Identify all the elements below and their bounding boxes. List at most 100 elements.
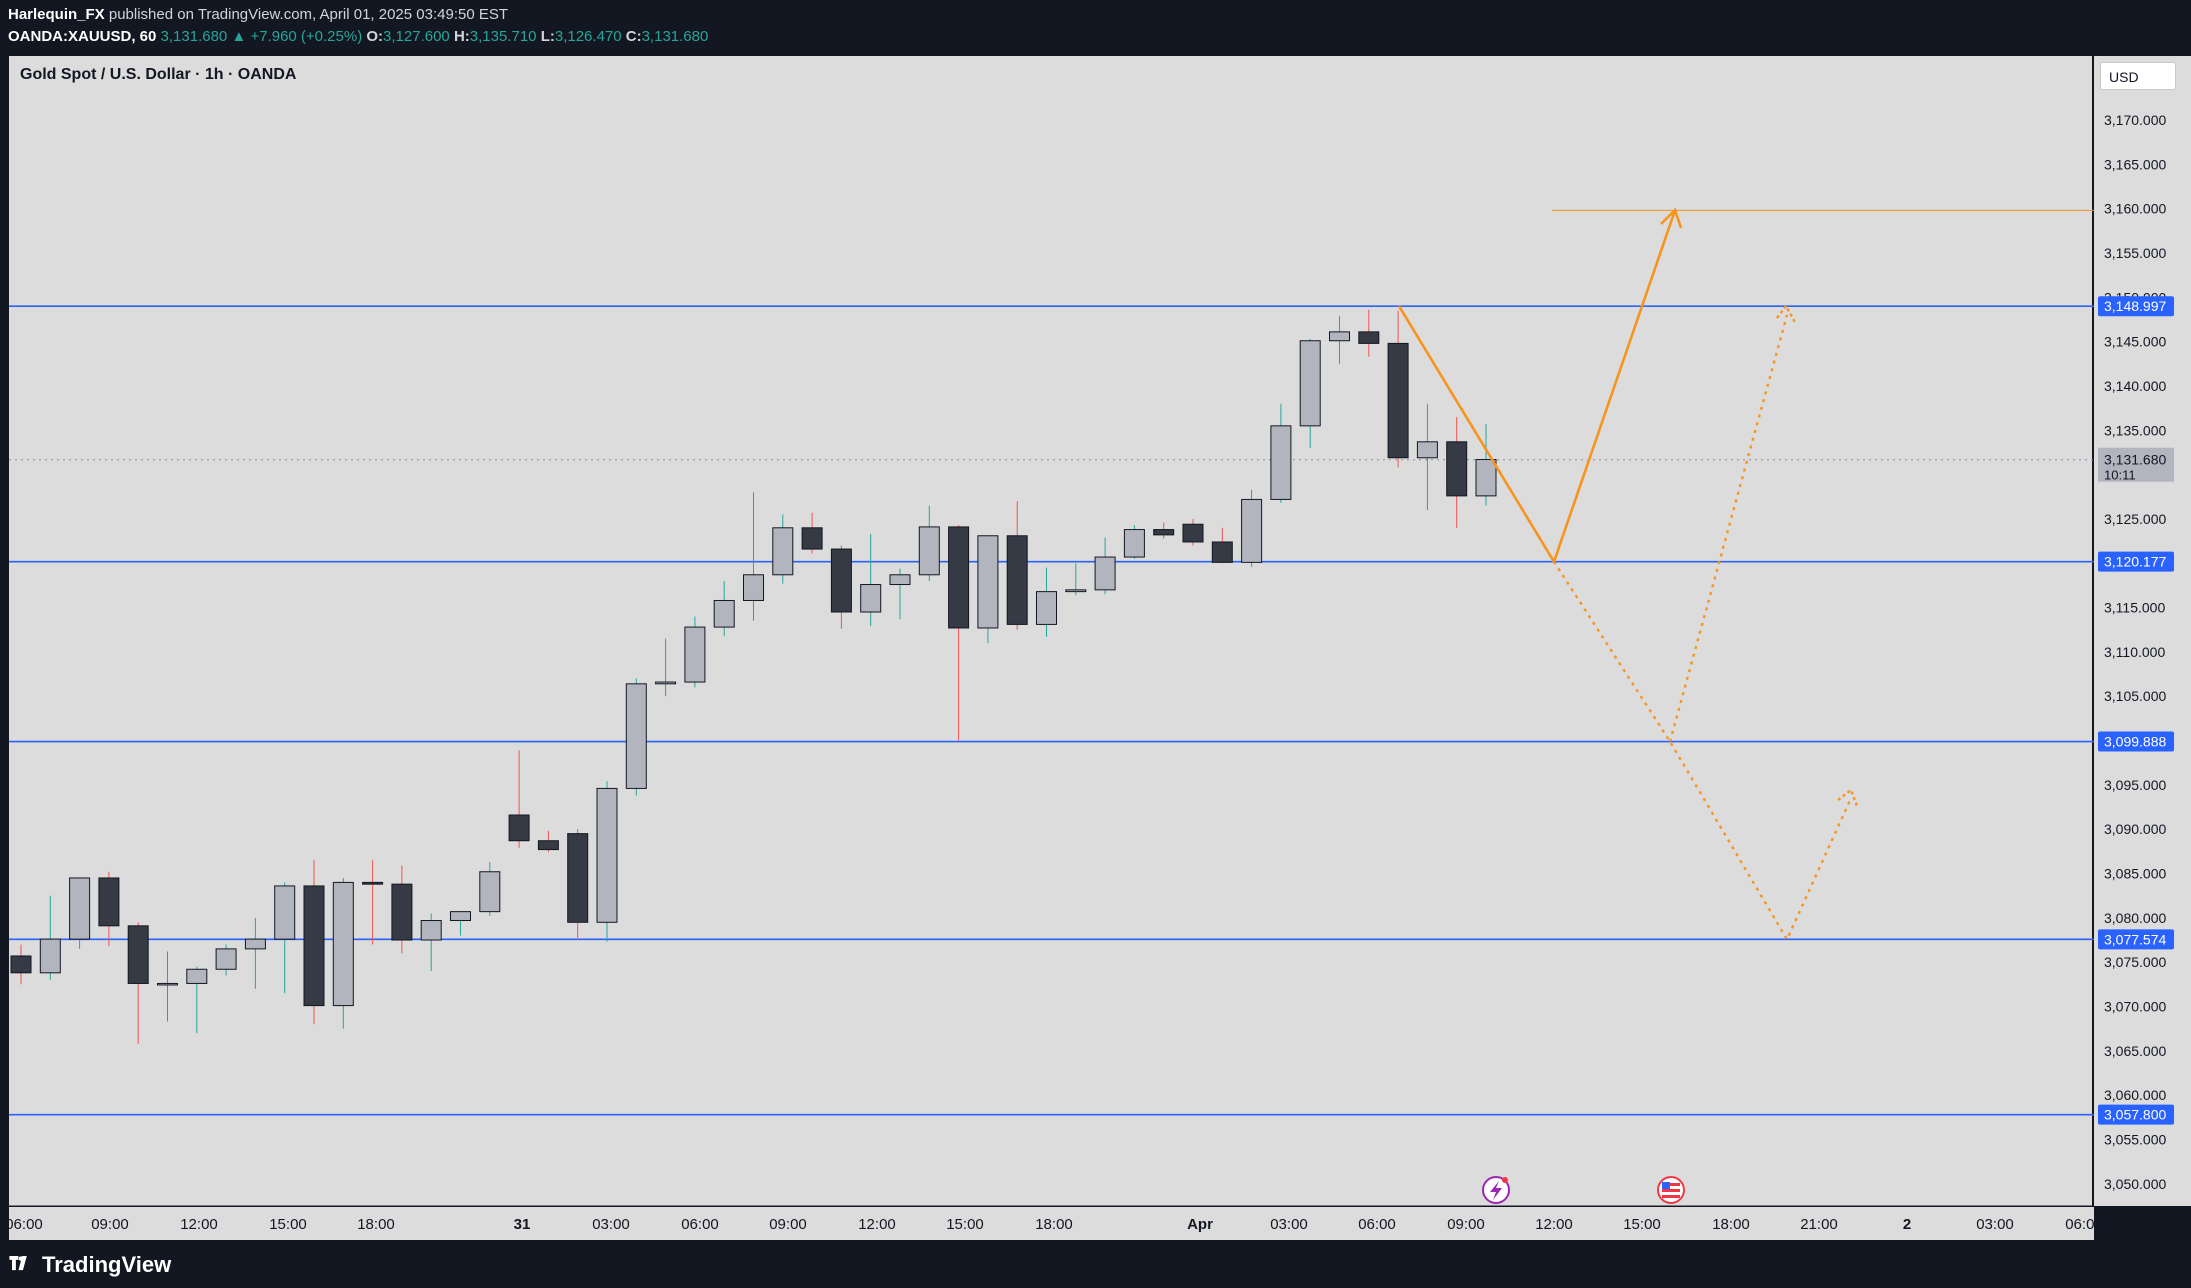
chart-pane[interactable] [9, 56, 2092, 1206]
time-tick-label: 03:00 [592, 1216, 630, 1233]
candle[interactable] [1299, 338, 1321, 449]
time-axis[interactable] [9, 1207, 2094, 1240]
candle[interactable] [567, 829, 589, 941]
projection-path-dotted[interactable] [1552, 561, 1853, 942]
author-name[interactable]: Harlequin_FX [8, 6, 105, 23]
time-tick-label: 06:00 [681, 1216, 719, 1233]
candle[interactable] [772, 514, 794, 584]
candle[interactable] [596, 781, 618, 942]
candle[interactable] [860, 533, 882, 627]
candle[interactable] [537, 830, 559, 853]
currency-button[interactable]: USD [2100, 62, 2176, 90]
candle[interactable] [1211, 527, 1233, 564]
candle[interactable] [830, 545, 852, 629]
candle[interactable] [1123, 525, 1145, 559]
symbol-label[interactable]: OANDA:XAUUSD, 60 [8, 28, 157, 45]
candle[interactable] [1065, 563, 1087, 596]
candle[interactable] [98, 871, 120, 947]
candle[interactable] [127, 922, 149, 1044]
candle[interactable] [1241, 489, 1263, 567]
pane-title: Gold Spot / U.S. Dollar · 1h · OANDA [20, 66, 297, 83]
candle[interactable] [1329, 315, 1350, 364]
candle[interactable] [801, 512, 823, 554]
candle-body [391, 883, 413, 941]
time-tick-label: 03:00 [1976, 1216, 2014, 1233]
candle[interactable] [39, 895, 61, 980]
candle[interactable] [479, 862, 501, 917]
candle[interactable] [508, 750, 530, 848]
projection-path-solid[interactable] [1397, 209, 1677, 565]
price-tick-label: 3,060.000 [2104, 1087, 2166, 1103]
us-flag-event-icon[interactable] [1657, 1176, 1685, 1204]
candle[interactable] [274, 882, 296, 994]
time-tick-label: Apr [1187, 1216, 1213, 1233]
candle[interactable] [332, 877, 354, 1029]
price-axis[interactable] [2094, 56, 2191, 1206]
candle[interactable] [684, 616, 706, 688]
candle-body [772, 527, 794, 576]
candle[interactable] [10, 944, 32, 985]
candle[interactable] [450, 911, 471, 936]
candle[interactable] [655, 638, 677, 697]
candle[interactable] [743, 492, 764, 621]
candle[interactable] [391, 865, 413, 954]
level-price-badge[interactable]: 3,120.177 [2098, 551, 2174, 572]
flash-icon-bolt [1490, 1181, 1502, 1200]
candle[interactable] [69, 877, 91, 949]
candle[interactable] [186, 966, 208, 1034]
candle-body [508, 814, 530, 842]
candle-body [274, 885, 296, 940]
candle[interactable] [1475, 424, 1497, 506]
candle[interactable] [1387, 310, 1409, 468]
candle[interactable] [244, 917, 266, 989]
level-badge-text: 3,120.177 [2104, 554, 2166, 570]
level-price-badge[interactable]: 3,057.800 [2098, 1104, 2174, 1125]
price-tick-label: 3,070.000 [2104, 999, 2166, 1015]
candle[interactable] [1036, 567, 1057, 637]
candle[interactable] [1358, 309, 1380, 357]
tradingview-logo-icon [9, 1256, 27, 1271]
time-tick-label: 06:00 [1358, 1216, 1396, 1233]
candle[interactable] [948, 525, 970, 741]
price-tick-label: 3,095.000 [2104, 777, 2166, 793]
high-value: 3,135.710 [469, 28, 537, 45]
level-price-badge[interactable]: 3,099.888 [2098, 731, 2174, 752]
candle[interactable] [889, 568, 911, 620]
candle[interactable] [303, 860, 325, 1025]
level-badge-bg [2098, 731, 2174, 752]
candle[interactable] [1006, 501, 1028, 630]
dividend-flash-icon[interactable] [1482, 1176, 1510, 1204]
time-tick-label: 12:00 [1535, 1216, 1573, 1233]
candle[interactable] [625, 678, 647, 796]
candle[interactable] [1094, 537, 1116, 595]
candle[interactable] [420, 913, 442, 972]
tradingview-logo[interactable]: TradingView [8, 1252, 171, 1278]
level-price-badge[interactable]: 3,077.574 [2098, 929, 2174, 950]
time-tick-label: 21:00 [1800, 1216, 1838, 1233]
level-badge-bg [2098, 551, 2174, 572]
candle[interactable] [977, 535, 999, 644]
candle[interactable] [1446, 416, 1468, 528]
candle[interactable] [1270, 403, 1292, 503]
candle-body [215, 948, 237, 970]
candle[interactable] [713, 580, 735, 636]
candle[interactable] [157, 951, 178, 1022]
close-value: 3,131.680 [641, 28, 709, 45]
level-price-badge[interactable]: 3,148.997 [2098, 296, 2174, 317]
time-tick-label: 15:00 [946, 1216, 984, 1233]
candle[interactable] [1182, 518, 1204, 546]
high-label: H: [453, 28, 470, 45]
candle[interactable] [1416, 403, 1438, 511]
candle-body [69, 877, 91, 940]
projection-path-dotted-up[interactable] [1668, 314, 1789, 742]
candle[interactable] [918, 505, 940, 581]
candle-body [332, 881, 354, 1007]
price-tick-label: 3,115.000 [2104, 600, 2165, 616]
candle-body [1006, 535, 1028, 625]
candle[interactable] [362, 860, 384, 945]
candle[interactable] [215, 944, 237, 976]
candle[interactable] [1153, 522, 1175, 539]
price-tick-label: 3,065.000 [2104, 1043, 2166, 1059]
